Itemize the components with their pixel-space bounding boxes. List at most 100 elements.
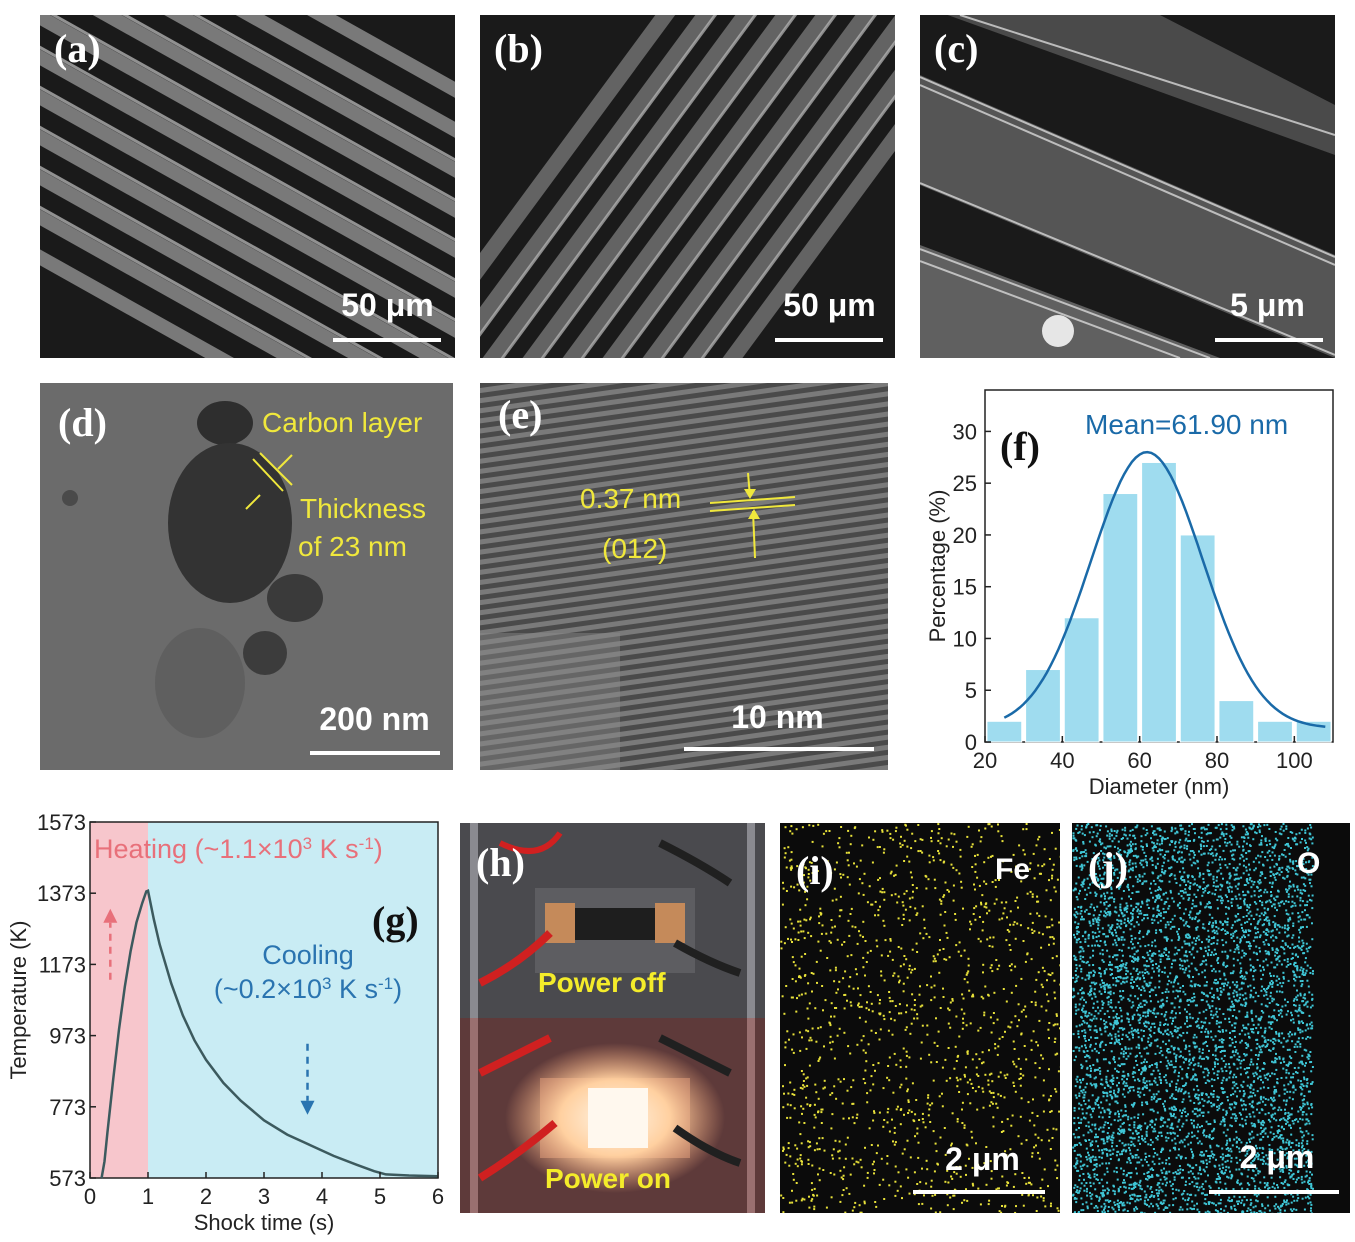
- panel-b-sem-image: (b) 50 μm: [480, 15, 895, 358]
- fe-element-dots: [780, 823, 1060, 1213]
- histogram-bar: [1257, 720, 1293, 743]
- lattice-plane-annotation: (012): [602, 533, 668, 564]
- x-tick-label: 3: [258, 1184, 270, 1209]
- fiber-texture-c: [920, 15, 1335, 358]
- temperature-curve: [100, 888, 439, 1179]
- histogram-bar: [1218, 700, 1255, 743]
- x-tick-label: 1: [142, 1184, 154, 1209]
- x-tick-label: 80: [1205, 748, 1229, 773]
- y-axis-label: Percentage (%): [925, 490, 950, 643]
- x-tick-label: 2: [200, 1184, 212, 1209]
- heating-rate-label: Heating (~1.1×103 K s-1): [94, 834, 383, 865]
- x-tick-label: 5: [374, 1184, 386, 1209]
- panel-j-label: (j): [1088, 844, 1128, 889]
- lattice-fringes: [480, 383, 888, 770]
- y-tick-label: 1373: [37, 881, 86, 906]
- panel-e-scale-text: 10 nm: [731, 699, 824, 735]
- fiber-texture-a: [40, 15, 455, 358]
- y-tick-label: 10: [953, 626, 977, 651]
- panel-i-fe-map: (i) Fe 2 μm: [780, 823, 1060, 1213]
- x-tick-label: 0: [84, 1184, 96, 1209]
- fe-element-label: Fe: [995, 853, 1031, 886]
- y-tick-label: 0: [965, 730, 977, 755]
- x-tick-label: 60: [1127, 748, 1151, 773]
- panel-b-label: (b): [494, 26, 543, 71]
- device-photo: [460, 823, 765, 1213]
- panel-a-sem-image: (a) 50 μm: [40, 15, 455, 358]
- panel-c-label: (c): [934, 26, 979, 71]
- cooling-rate-label: (~0.2×103 K s-1): [214, 974, 402, 1005]
- mean-annotation: Mean=61.90 nm: [1085, 409, 1288, 440]
- power-off-label: Power off: [538, 967, 666, 998]
- x-tick-label: 100: [1276, 748, 1313, 773]
- carbon-layer-marker: [245, 452, 293, 510]
- thickness-annotation-line2: of 23 nm: [298, 531, 407, 562]
- heating-arrow-head: [103, 908, 118, 923]
- particle-image-d: [62, 401, 323, 738]
- y-tick-label: 15: [953, 575, 977, 600]
- panel-a-label: (a): [54, 26, 101, 71]
- x-axis-label: Diameter (nm): [1089, 774, 1230, 799]
- panel-d-scale-text: 200 nm: [319, 701, 430, 737]
- gaussian-fit-line: [1003, 450, 1326, 729]
- diameter-histogram-chart: 20 40 60 80 100 0 5 10 15 20 25 30 Diameter (nm) Perc…: [925, 389, 1334, 799]
- histogram-bar: [1102, 493, 1139, 743]
- panel-b-scale-bar: [775, 338, 883, 342]
- histogram-bar: [1025, 669, 1061, 743]
- x-tick-label: 6: [432, 1184, 444, 1209]
- carbon-layer-annotation: Carbon layer: [262, 407, 423, 438]
- panel-j-o-map: (j) O 2 μm: [1072, 823, 1350, 1213]
- y-tick-label: 1173: [39, 952, 86, 977]
- panel-i-scale-text: 2 μm: [945, 1141, 1020, 1177]
- cooling-region: [148, 822, 438, 1178]
- y-tick-label: 30: [953, 419, 977, 444]
- y-tick-label: 1573: [37, 810, 86, 835]
- element-dot-cloud: [780, 823, 1060, 1213]
- panel-d-tem-image: (d) Carbon layer Thickness of 23 nm 200 …: [40, 383, 453, 770]
- panel-i-scale-bar: [913, 1190, 1045, 1194]
- fiber-texture-b: [480, 15, 895, 358]
- power-on-label: Power on: [545, 1163, 672, 1194]
- thickness-annotation-line1: Thickness: [300, 493, 427, 524]
- panel-f-label: (f): [1000, 424, 1040, 469]
- x-tick-label: 4: [316, 1184, 328, 1209]
- cooling-arrow-head: [300, 1100, 315, 1115]
- panel-g-label: (g): [372, 898, 419, 943]
- y-tick-label: 773: [49, 1095, 86, 1120]
- y-tick-label: 5: [965, 678, 977, 703]
- panel-j-scale-text: 2 μm: [1239, 1139, 1315, 1175]
- panel-c-scale-bar: [1215, 338, 1323, 342]
- y-tick-label: 973: [49, 1024, 86, 1049]
- y-tick-label: 573: [49, 1166, 86, 1191]
- histogram-bar: [986, 720, 1023, 743]
- panel-i-label: (i): [796, 848, 834, 893]
- panel-a-scale-text: 50 μm: [341, 287, 434, 323]
- element-dot-cloud: [1072, 823, 1314, 1213]
- lattice-spacing-marker: [709, 472, 796, 559]
- histogram-bar: [1141, 461, 1177, 743]
- o-element-dots: [1072, 823, 1314, 1213]
- panel-e-hrtem-image: (e) 0.37 nm (012) 10 nm: [480, 383, 888, 770]
- o-element-label: O: [1297, 847, 1321, 880]
- panel-d-label: (d): [58, 400, 107, 445]
- y-axis-label: Temperature (K): [6, 921, 31, 1080]
- panel-e-scale-bar: [684, 747, 874, 751]
- panel-a-scale-bar: [333, 338, 441, 342]
- panel-h-label: (h): [476, 840, 525, 885]
- y-tick-label: 20: [953, 523, 977, 548]
- panel-d-scale-bar: [310, 751, 440, 755]
- panel-j-scale-bar: [1209, 1190, 1339, 1194]
- heating-region: [90, 822, 148, 1178]
- y-tick-label: 25: [953, 471, 977, 496]
- panel-c-scale-text: 5 μm: [1230, 287, 1305, 323]
- x-tick-label: 20: [973, 748, 997, 773]
- cooling-label-line1: Cooling: [262, 940, 354, 970]
- panel-e-label: (e): [498, 392, 543, 437]
- x-tick-label: 40: [1050, 748, 1074, 773]
- lattice-spacing-annotation: 0.37 nm: [580, 483, 682, 514]
- temperature-shock-chart: 0 1 2 3 4 5 6 573 773 973 1173 1373 1573 Shock time (…: [6, 810, 444, 1235]
- panel-c-sem-image: (c) 5 μm: [920, 15, 1335, 358]
- panel-h-photo: (h) Power off Power on: [460, 823, 765, 1213]
- histogram-bar: [1063, 617, 1100, 743]
- x-axis-label: Shock time (s): [194, 1210, 335, 1235]
